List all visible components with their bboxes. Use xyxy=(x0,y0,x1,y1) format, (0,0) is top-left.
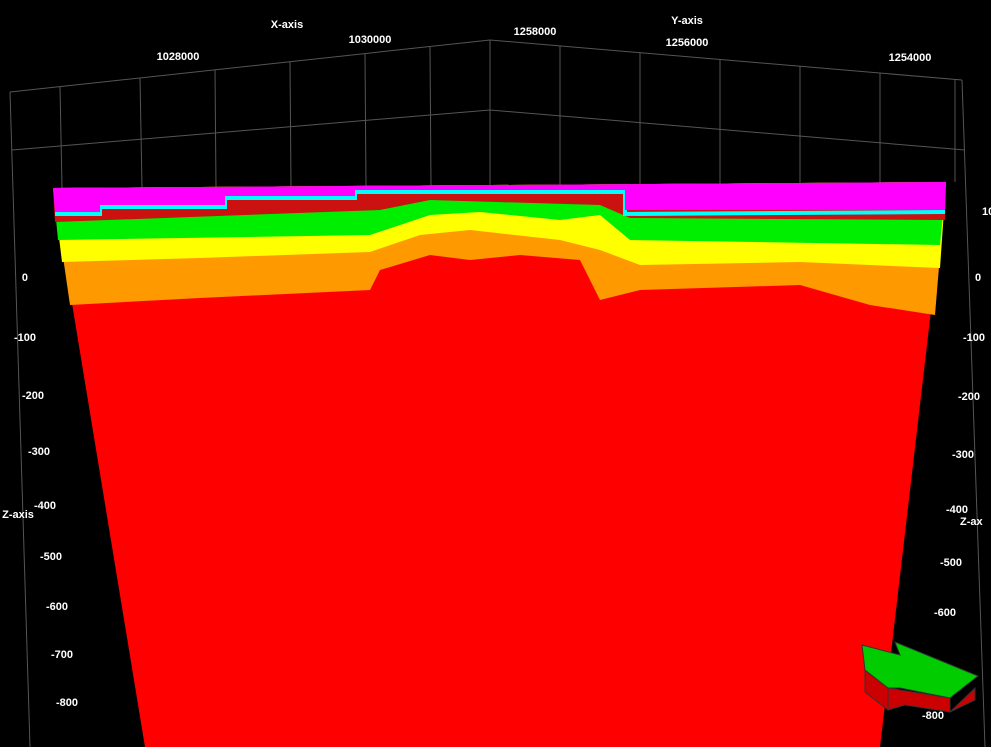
axis-title: Y-axis xyxy=(671,15,703,27)
tick-label: -800 xyxy=(56,697,78,709)
tick-label: -300 xyxy=(28,446,50,458)
axis-title: Z-ax xyxy=(960,516,984,528)
tick-label: -100 xyxy=(14,332,36,344)
tick-label: -300 xyxy=(952,449,974,461)
orientation-arrow xyxy=(861,641,979,714)
model-section xyxy=(53,182,946,747)
tick-label: 0 xyxy=(975,272,981,284)
tick-label: 1254000 xyxy=(889,52,932,64)
tick-label: 1028000 xyxy=(157,51,200,63)
axis-title: Z-axis xyxy=(2,509,34,521)
arrow-front xyxy=(887,686,976,714)
tick-label: -500 xyxy=(40,551,62,563)
tick-label: 1256000 xyxy=(666,37,709,49)
tick-label: -700 xyxy=(51,649,73,661)
tick-label: -200 xyxy=(958,391,980,403)
arrow-top xyxy=(861,641,979,699)
layer-magenta xyxy=(53,182,946,212)
tick-label: -200 xyxy=(22,390,44,402)
tick-label: -600 xyxy=(46,601,68,613)
tick-label: -500 xyxy=(940,557,962,569)
axis-labels: X-axis Y-axis Z-axis Z-ax 1028000 1030000 1258… xyxy=(2,15,991,722)
tick-label: -600 xyxy=(934,607,956,619)
tick-label: 1258000 xyxy=(514,26,557,38)
tick-label: 10 xyxy=(982,206,991,218)
tick-label: -800 xyxy=(922,710,944,722)
axis-title: X-axis xyxy=(271,19,303,31)
box-grid xyxy=(9,39,986,747)
layer-red xyxy=(53,182,946,747)
tick-label: 1030000 xyxy=(349,34,392,46)
tick-label: -400 xyxy=(34,500,56,512)
tick-label: 0 xyxy=(22,272,28,284)
tick-label: -100 xyxy=(963,332,985,344)
tick-label: -400 xyxy=(946,504,968,516)
